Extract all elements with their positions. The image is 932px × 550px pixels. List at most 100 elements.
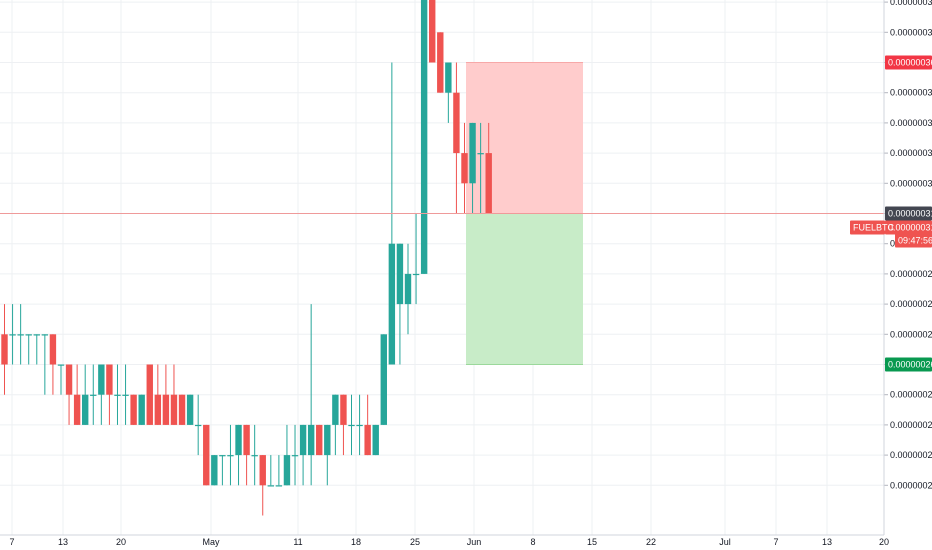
candle	[73, 364, 81, 425]
candle-body	[380, 334, 387, 425]
countdown-badge-text: 09:47:56	[898, 236, 932, 246]
candle	[235, 424, 242, 486]
candle	[25, 334, 32, 365]
stop-price-badge: 0.00000036	[885, 55, 932, 70]
candle	[49, 334, 57, 395]
candle	[33, 334, 40, 365]
candle	[316, 424, 323, 456]
candle	[429, 0, 436, 63]
candle	[138, 394, 145, 425]
candle-body	[211, 455, 218, 486]
candle-body	[259, 455, 266, 486]
candle	[412, 213, 420, 305]
candle-body	[332, 394, 339, 425]
candle	[275, 455, 283, 487]
candle	[485, 122, 492, 214]
candle	[348, 394, 355, 456]
position-zones	[466, 62, 583, 365]
candle	[146, 364, 153, 425]
time-axis: 7 13 20 May 11 18 25 Jun 8 15 22 Jul 7 13 20	[0, 534, 889, 547]
take-profit-zone	[466, 213, 583, 365]
candle-body	[130, 394, 137, 425]
candle	[170, 364, 178, 425]
candle-body	[364, 424, 371, 456]
candle-body	[114, 394, 121, 396]
candle-body	[25, 334, 32, 336]
candle	[477, 122, 484, 214]
candle-body	[106, 364, 113, 395]
symbol-badge-bg	[850, 220, 885, 235]
candle	[219, 455, 226, 486]
candle-body	[57, 364, 65, 366]
candle	[186, 394, 194, 425]
candle-body	[203, 424, 210, 486]
y-tick-label: 0.00000029	[890, 269, 932, 279]
candle-body	[1, 334, 8, 365]
candle-body	[477, 153, 484, 155]
x-tick-label: Jun	[467, 537, 482, 547]
candle-body	[469, 122, 476, 184]
y-tick-label: 0.00000024	[890, 420, 932, 430]
candle-body	[485, 153, 492, 214]
candle	[364, 394, 371, 456]
candle	[307, 304, 315, 486]
candle	[251, 424, 258, 486]
candle	[283, 424, 291, 486]
candle	[291, 424, 299, 486]
candle-body	[90, 394, 97, 396]
candle	[178, 394, 186, 425]
symbol-price-badge-text: 0.00000031	[888, 223, 932, 233]
candle	[41, 334, 49, 395]
x-tick-label: 20	[116, 537, 126, 547]
candle-body	[9, 334, 16, 336]
candle	[90, 364, 97, 425]
candle	[227, 424, 234, 486]
candle-body	[453, 92, 460, 154]
candle-body	[138, 394, 145, 425]
symbol-price-badge: 0.00000031	[885, 220, 932, 235]
candle-body	[396, 243, 404, 305]
candle	[17, 304, 24, 365]
candle	[65, 364, 73, 425]
candle-body	[267, 485, 275, 487]
candle	[82, 364, 89, 425]
candle-body	[340, 394, 347, 425]
candle	[324, 424, 331, 486]
x-tick-label: 11	[293, 537, 302, 547]
candle	[114, 364, 121, 425]
candle	[356, 394, 363, 456]
candle-body	[194, 424, 202, 427]
price-axis: 0.00000022 0.00000023 0.00000024 0.00000025…	[883, 0, 932, 535]
candle-body	[412, 273, 420, 276]
candle-body	[243, 424, 250, 456]
symbol-price-badge-bg	[885, 220, 932, 235]
candle-body	[420, 0, 428, 274]
candle-body	[235, 424, 242, 456]
candle	[469, 122, 476, 214]
candle-body	[348, 424, 355, 427]
y-tick-label: 0.00000038	[890, 0, 932, 7]
candle-body	[98, 364, 105, 395]
last-price-badge: 0.00000031	[885, 206, 932, 221]
candle	[267, 455, 275, 487]
candle-body	[307, 424, 315, 456]
x-tick-label: 20	[879, 537, 889, 547]
candle	[122, 364, 129, 425]
candles	[1, 0, 492, 516]
candle	[380, 334, 387, 425]
candle	[98, 364, 105, 425]
candle	[299, 424, 307, 486]
candle-body	[291, 455, 299, 457]
candle	[437, 32, 444, 93]
candle	[453, 62, 460, 214]
candle-body	[388, 243, 396, 365]
candle-body	[404, 273, 412, 305]
candle	[1, 304, 8, 395]
x-tick-label: 15	[587, 537, 597, 547]
candle-body	[372, 424, 379, 456]
candle	[445, 62, 452, 123]
candle-body	[82, 394, 89, 425]
